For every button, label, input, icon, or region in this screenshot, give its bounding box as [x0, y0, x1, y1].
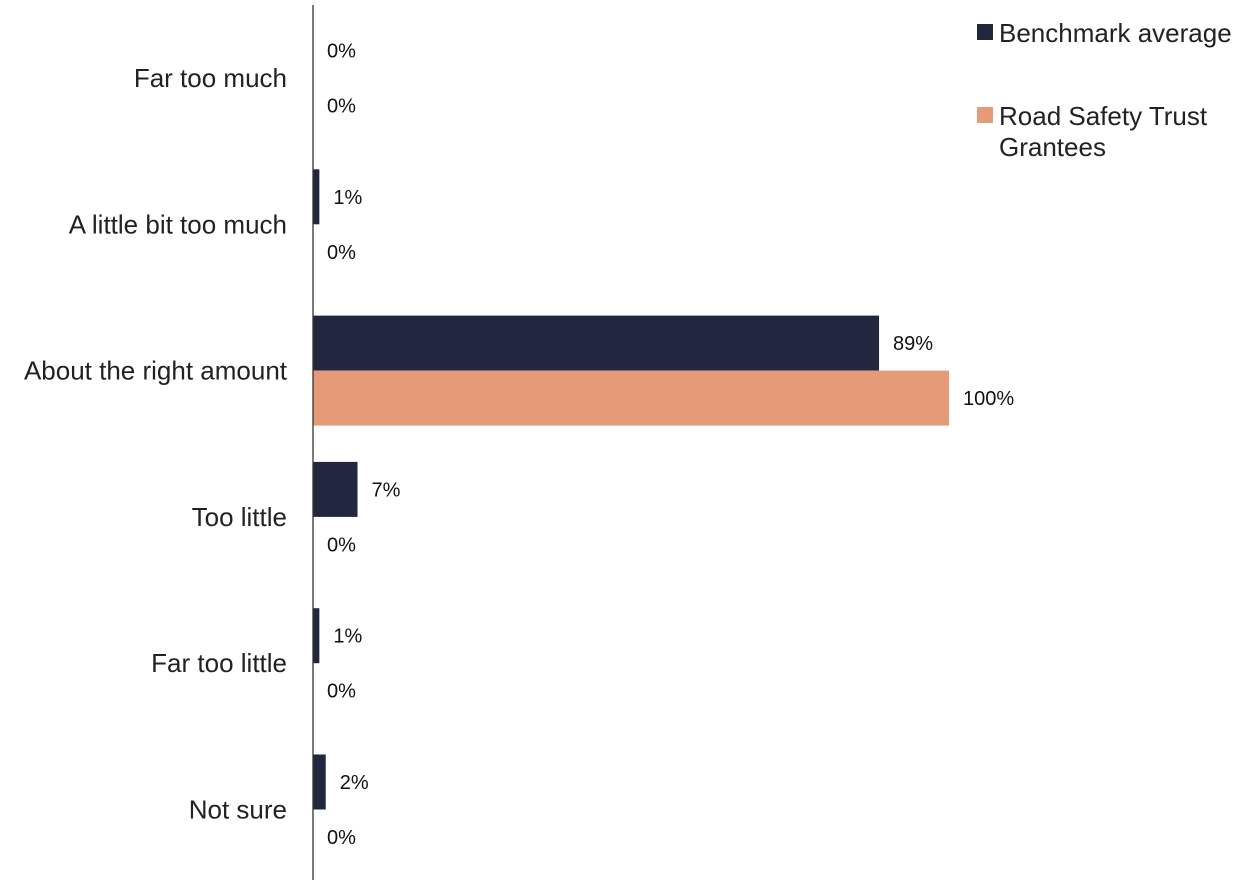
value-label-road-safety-trust-about-the-right-amount: 100%: [963, 388, 1014, 410]
legend-label-road-safety-trust-line-2: Grantees: [999, 132, 1106, 162]
legend-label-road-safety-trust: Road Safety Trust Grantees: [999, 101, 1208, 162]
value-label-benchmark-too-little: 7%: [372, 479, 401, 501]
labels-layer: Far too much 0% 0% A little bit too much 1% 0…: [24, 41, 1014, 850]
bar-benchmark-not-sure: [313, 754, 326, 810]
legend-label-benchmark-text: Benchmark average: [999, 18, 1232, 48]
legend-label-benchmark: Benchmark average: [999, 18, 1232, 48]
bars-layer: [313, 169, 949, 810]
value-label-benchmark-not-sure: 2%: [340, 772, 369, 794]
bar-benchmark-far-too-little: [313, 608, 320, 664]
value-label-benchmark-far-too-little: 1%: [333, 626, 362, 648]
legend-swatch-road-safety-trust: [977, 107, 993, 123]
category-label-not-sure: Not sure: [189, 795, 287, 825]
bar-benchmark-too-little: [313, 461, 358, 517]
legend-item-road-safety-trust: Road Safety Trust Grantees: [977, 101, 1208, 162]
category-label-far-too-much: Far too much: [134, 63, 287, 93]
value-label-road-safety-trust-far-too-much: 0%: [327, 96, 356, 118]
bar-benchmark-a-little-bit-too-much: [313, 169, 320, 225]
legend: Benchmark average Road Safety Trust Grant…: [977, 18, 1232, 162]
legend-swatch-benchmark: [977, 24, 993, 40]
category-label-too-little: Too little: [192, 502, 287, 532]
value-label-benchmark-a-little-bit-too-much: 1%: [333, 187, 362, 209]
value-label-benchmark-about-the-right-amount: 89%: [893, 333, 933, 355]
category-label-about-the-right-amount: About the right amount: [24, 356, 288, 386]
legend-label-road-safety-trust-line-1: Road Safety Trust: [999, 101, 1208, 131]
bar-road-safety-trust-about-the-right-amount: [313, 370, 949, 426]
value-label-road-safety-trust-too-little: 0%: [327, 534, 356, 556]
value-label-benchmark-far-too-much: 0%: [327, 41, 356, 63]
value-label-road-safety-trust-a-little-bit-too-much: 0%: [327, 242, 356, 264]
value-label-road-safety-trust-not-sure: 0%: [327, 827, 356, 849]
bar-benchmark-about-the-right-amount: [313, 315, 880, 371]
category-label-a-little-bit-too-much: A little bit too much: [69, 209, 287, 239]
category-label-far-too-little: Far too little: [151, 648, 287, 678]
value-label-road-safety-trust-far-too-little: 0%: [327, 681, 356, 703]
legend-item-benchmark: Benchmark average: [977, 18, 1232, 48]
